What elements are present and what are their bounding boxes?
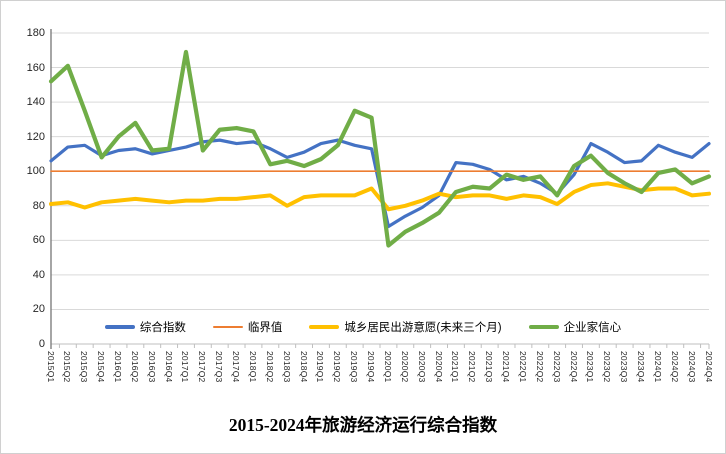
y-axis-tick-label: 0 — [38, 338, 45, 350]
x-axis-tick-label: 2016Q2 — [129, 351, 140, 383]
y-axis-tick-label: 80 — [32, 199, 45, 212]
x-axis-tick-label: 2017Q1 — [180, 351, 191, 383]
x-axis-tick-label: 2019Q4 — [366, 351, 377, 383]
x-axis-tick-label: 2017Q4 — [231, 351, 242, 383]
y-axis-tick-label: 160 — [26, 61, 45, 74]
series-line-城乡居民出游意愿(未来三个月) — [49, 181, 711, 212]
legend-line-swatch — [104, 325, 135, 329]
x-axis-tick-label: 2020Q2 — [399, 351, 410, 383]
x-axis-tick-label: 2017Q2 — [197, 351, 208, 383]
legend-label: 企业家信心 — [563, 322, 622, 334]
legend-item: 综合指数 — [104, 319, 186, 335]
x-axis-tick-label: 2022Q2 — [534, 351, 545, 383]
legend-item: 城乡居民出游意愿(未来三个月) — [309, 319, 502, 335]
x-axis-tick-label: 2023Q4 — [636, 351, 646, 383]
x-axis-tick-label: 2022Q3 — [551, 351, 562, 383]
chart-legend: 综合指数 临界值 城乡居民出游意愿(未来三个月) 企业家信心 — [1, 319, 725, 335]
x-axis-tick-label: 2016Q3 — [146, 351, 157, 383]
legend-item: 企业家信心 — [528, 319, 622, 335]
legend-label: 综合指数 — [139, 322, 186, 334]
y-axis-tick-label: 100 — [26, 165, 45, 178]
x-axis-tick-label: 2022Q4 — [568, 351, 579, 383]
x-axis-tick-label: 2018Q4 — [298, 351, 309, 383]
legend-line-swatch — [212, 326, 243, 328]
x-axis-tick-label: 2021Q4 — [501, 351, 512, 383]
y-axis-tick-label: 180 — [26, 27, 45, 39]
x-axis-tick-label: 2024Q4 — [703, 351, 714, 383]
x-axis-tick-label: 2016Q4 — [163, 351, 174, 383]
x-axis-tick-label: 2020Q3 — [416, 351, 427, 383]
x-axis-tick-label: 2020Q4 — [433, 351, 444, 383]
x-axis-tick-label: 2017Q3 — [214, 351, 225, 383]
legend-line-swatch — [528, 324, 559, 330]
x-axis-tick-label: 2019Q2 — [332, 351, 343, 383]
x-axis-tick-label: 2015Q1 — [45, 351, 56, 383]
x-axis-tick-label: 2021Q1 — [450, 351, 461, 383]
x-axis-tick-label: 2015Q3 — [79, 351, 90, 383]
y-axis-tick-label: 140 — [26, 96, 45, 109]
legend-label: 城乡居民出游意愿(未来三个月) — [344, 322, 502, 334]
x-axis-tick-label: 2024Q2 — [669, 351, 680, 383]
legend-item: 临界值 — [212, 319, 283, 335]
chart-title: 2015-2024年旅游经济运行综合指数 — [228, 415, 498, 435]
x-axis-tick-label: 2015Q2 — [62, 351, 73, 383]
y-axis-tick-label: 20 — [32, 303, 45, 316]
x-axis-tick-label: 2024Q3 — [686, 351, 697, 383]
x-axis-tick-label: 2015Q4 — [96, 351, 107, 383]
y-axis-tick-label: 40 — [32, 268, 45, 281]
x-axis-tick-label: 2023Q1 — [585, 351, 596, 383]
x-axis-tick-label: 2019Q3 — [349, 351, 360, 383]
x-axis-tick-label: 2019Q1 — [315, 351, 326, 383]
y-axis-tick-label: 120 — [26, 130, 45, 143]
legend-label: 临界值 — [247, 322, 283, 334]
x-axis-tick-label: 2016Q1 — [112, 351, 123, 383]
x-axis-tick-label: 2022Q1 — [517, 351, 528, 383]
series-line-企业家信心 — [48, 49, 712, 248]
legend-line-swatch — [309, 325, 340, 329]
x-axis-tick-label: 2023Q3 — [619, 351, 630, 383]
x-axis-tick-label: 2018Q2 — [264, 351, 275, 383]
x-axis-tick-label: 2023Q2 — [602, 351, 613, 383]
y-axis-tick-label: 60 — [32, 234, 45, 247]
x-axis-tick-label: 2018Q1 — [247, 351, 258, 383]
x-axis-tick-label: 2020Q1 — [382, 351, 393, 383]
x-axis-tick-label: 2021Q3 — [484, 351, 495, 383]
x-axis-tick-label: 2021Q2 — [467, 351, 478, 383]
x-axis-tick-label: 2024Q1 — [652, 351, 663, 383]
x-axis-tick-label: 2018Q3 — [281, 351, 292, 383]
